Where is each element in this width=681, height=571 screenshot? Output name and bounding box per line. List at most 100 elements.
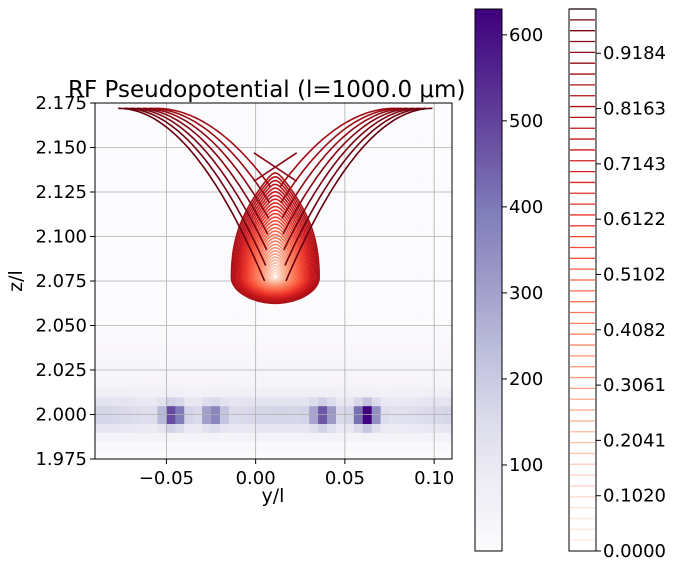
heatmap-cell: [327, 387, 337, 398]
y-tick-label: 2.150: [35, 138, 87, 159]
heatmap-cell: [112, 200, 123, 211]
heatmap-cell: [246, 103, 257, 113]
heatmap-cell: [327, 111, 337, 122]
heatmap-cell: [130, 414, 141, 424]
contour-colorbar-label: 0.5102: [603, 264, 666, 285]
heatmap-cell: [416, 245, 426, 255]
heatmap-cell: [255, 334, 266, 344]
heatmap-cell: [335, 272, 346, 282]
heatmap-cell: [130, 138, 141, 149]
heatmap-cell: [121, 316, 132, 327]
heatmap-cell: [443, 236, 452, 246]
heatmap-cell: [309, 396, 319, 407]
heatmap-cell: [148, 307, 159, 318]
heatmap-cell: [318, 245, 328, 255]
heatmap-cell: [202, 307, 212, 318]
heatmap-cell: [389, 316, 400, 327]
contour-colorbar-label: 0.6122: [603, 209, 666, 230]
heatmap-cell: [425, 423, 435, 433]
heatmap-cell: [380, 129, 391, 140]
heatmap-cell: [407, 200, 417, 211]
heatmap-cell: [95, 378, 105, 389]
heatmap-cell: [130, 147, 141, 157]
heatmap-cell: [416, 441, 426, 451]
heatmap-cell: [380, 334, 391, 344]
heatmap-cell: [353, 263, 364, 273]
heatmap-cell: [318, 147, 328, 157]
heatmap-cell: [264, 129, 275, 140]
heatmap-cell: [380, 307, 391, 318]
heatmap-cell: [112, 209, 123, 220]
heatmap-cell: [335, 200, 346, 211]
heatmap-cell: [425, 147, 435, 157]
heatmap-cell: [425, 245, 435, 255]
heatmap-cell: [219, 138, 230, 149]
heatmap-cell: [103, 325, 114, 335]
heatmap-cell: [344, 289, 355, 300]
heatmap-cell: [202, 414, 212, 424]
heatmap-cell: [407, 227, 417, 238]
y-tick-label: 2.000: [35, 405, 87, 426]
heatmap-cell: [380, 325, 391, 335]
heatmap-cell: [362, 343, 373, 353]
heatmap-cell: [291, 387, 301, 398]
heatmap-cell: [344, 138, 355, 149]
heatmap-cell: [112, 432, 123, 442]
heatmap-cell: [157, 450, 167, 459]
heatmap-cell: [121, 165, 132, 175]
contour-line: [143, 107, 408, 219]
heatmap-cell: [362, 120, 373, 131]
heatmap-cell: [291, 174, 301, 184]
heatmap-cell: [443, 200, 452, 211]
heatmap-cell: [139, 298, 150, 309]
heatmap-cell: [184, 263, 194, 273]
heatmap-cell: [300, 147, 310, 157]
heatmap-cell: [148, 263, 159, 273]
heatmap-cell: [434, 396, 444, 407]
heatmap-cell: [237, 405, 248, 416]
heatmap-cell: [157, 245, 167, 255]
heatmap-cell: [148, 209, 159, 220]
heatmap-cell: [184, 103, 194, 113]
heatmap-cell: [157, 441, 167, 451]
heatmap-cell: [353, 361, 364, 371]
heatmap-cell: [237, 307, 248, 318]
heatmap-cell: [246, 441, 257, 451]
heatmap-cell: [434, 307, 444, 318]
heatmap-cell: [95, 405, 105, 416]
heatmap-cell: [353, 298, 364, 309]
heatmap-cell: [148, 405, 159, 416]
heatmap-cell: [246, 405, 257, 416]
heatmap-cell: [344, 441, 355, 451]
heatmap-cell: [318, 227, 328, 238]
heatmap-cell: [175, 414, 185, 424]
heatmap-cell: [425, 165, 435, 175]
heatmap-cell: [371, 165, 382, 175]
heatmap-cell: [380, 147, 391, 157]
heatmap-cell: [344, 174, 355, 184]
heatmap-cell: [327, 432, 337, 442]
heatmap-cell: [139, 343, 150, 353]
heatmap-cell: [344, 227, 355, 238]
heatmap-cell: [175, 289, 185, 300]
heatmap-cell: [148, 218, 159, 229]
heatmap-cell: [407, 450, 417, 459]
heatmap-cell: [264, 396, 275, 407]
heatmap-cell: [211, 156, 221, 166]
heatmap-cell: [246, 156, 257, 166]
heatmap-cell: [407, 316, 417, 327]
heatmap-cell: [157, 138, 167, 149]
heatmap-cell: [237, 370, 248, 380]
heatmap-cell: [228, 396, 239, 407]
heatmap-cell: [202, 334, 212, 344]
heatmap-cell: [291, 450, 301, 459]
heatmap-cell: [255, 378, 266, 389]
contour-line: [265, 259, 286, 284]
heatmap-cell: [371, 316, 382, 327]
heatmap-cell: [112, 254, 123, 264]
heatmap-cell: [112, 147, 123, 157]
heatmap-cell: [282, 147, 292, 157]
heatmap-cell: [112, 183, 123, 193]
heatmap-cell: [335, 414, 346, 424]
